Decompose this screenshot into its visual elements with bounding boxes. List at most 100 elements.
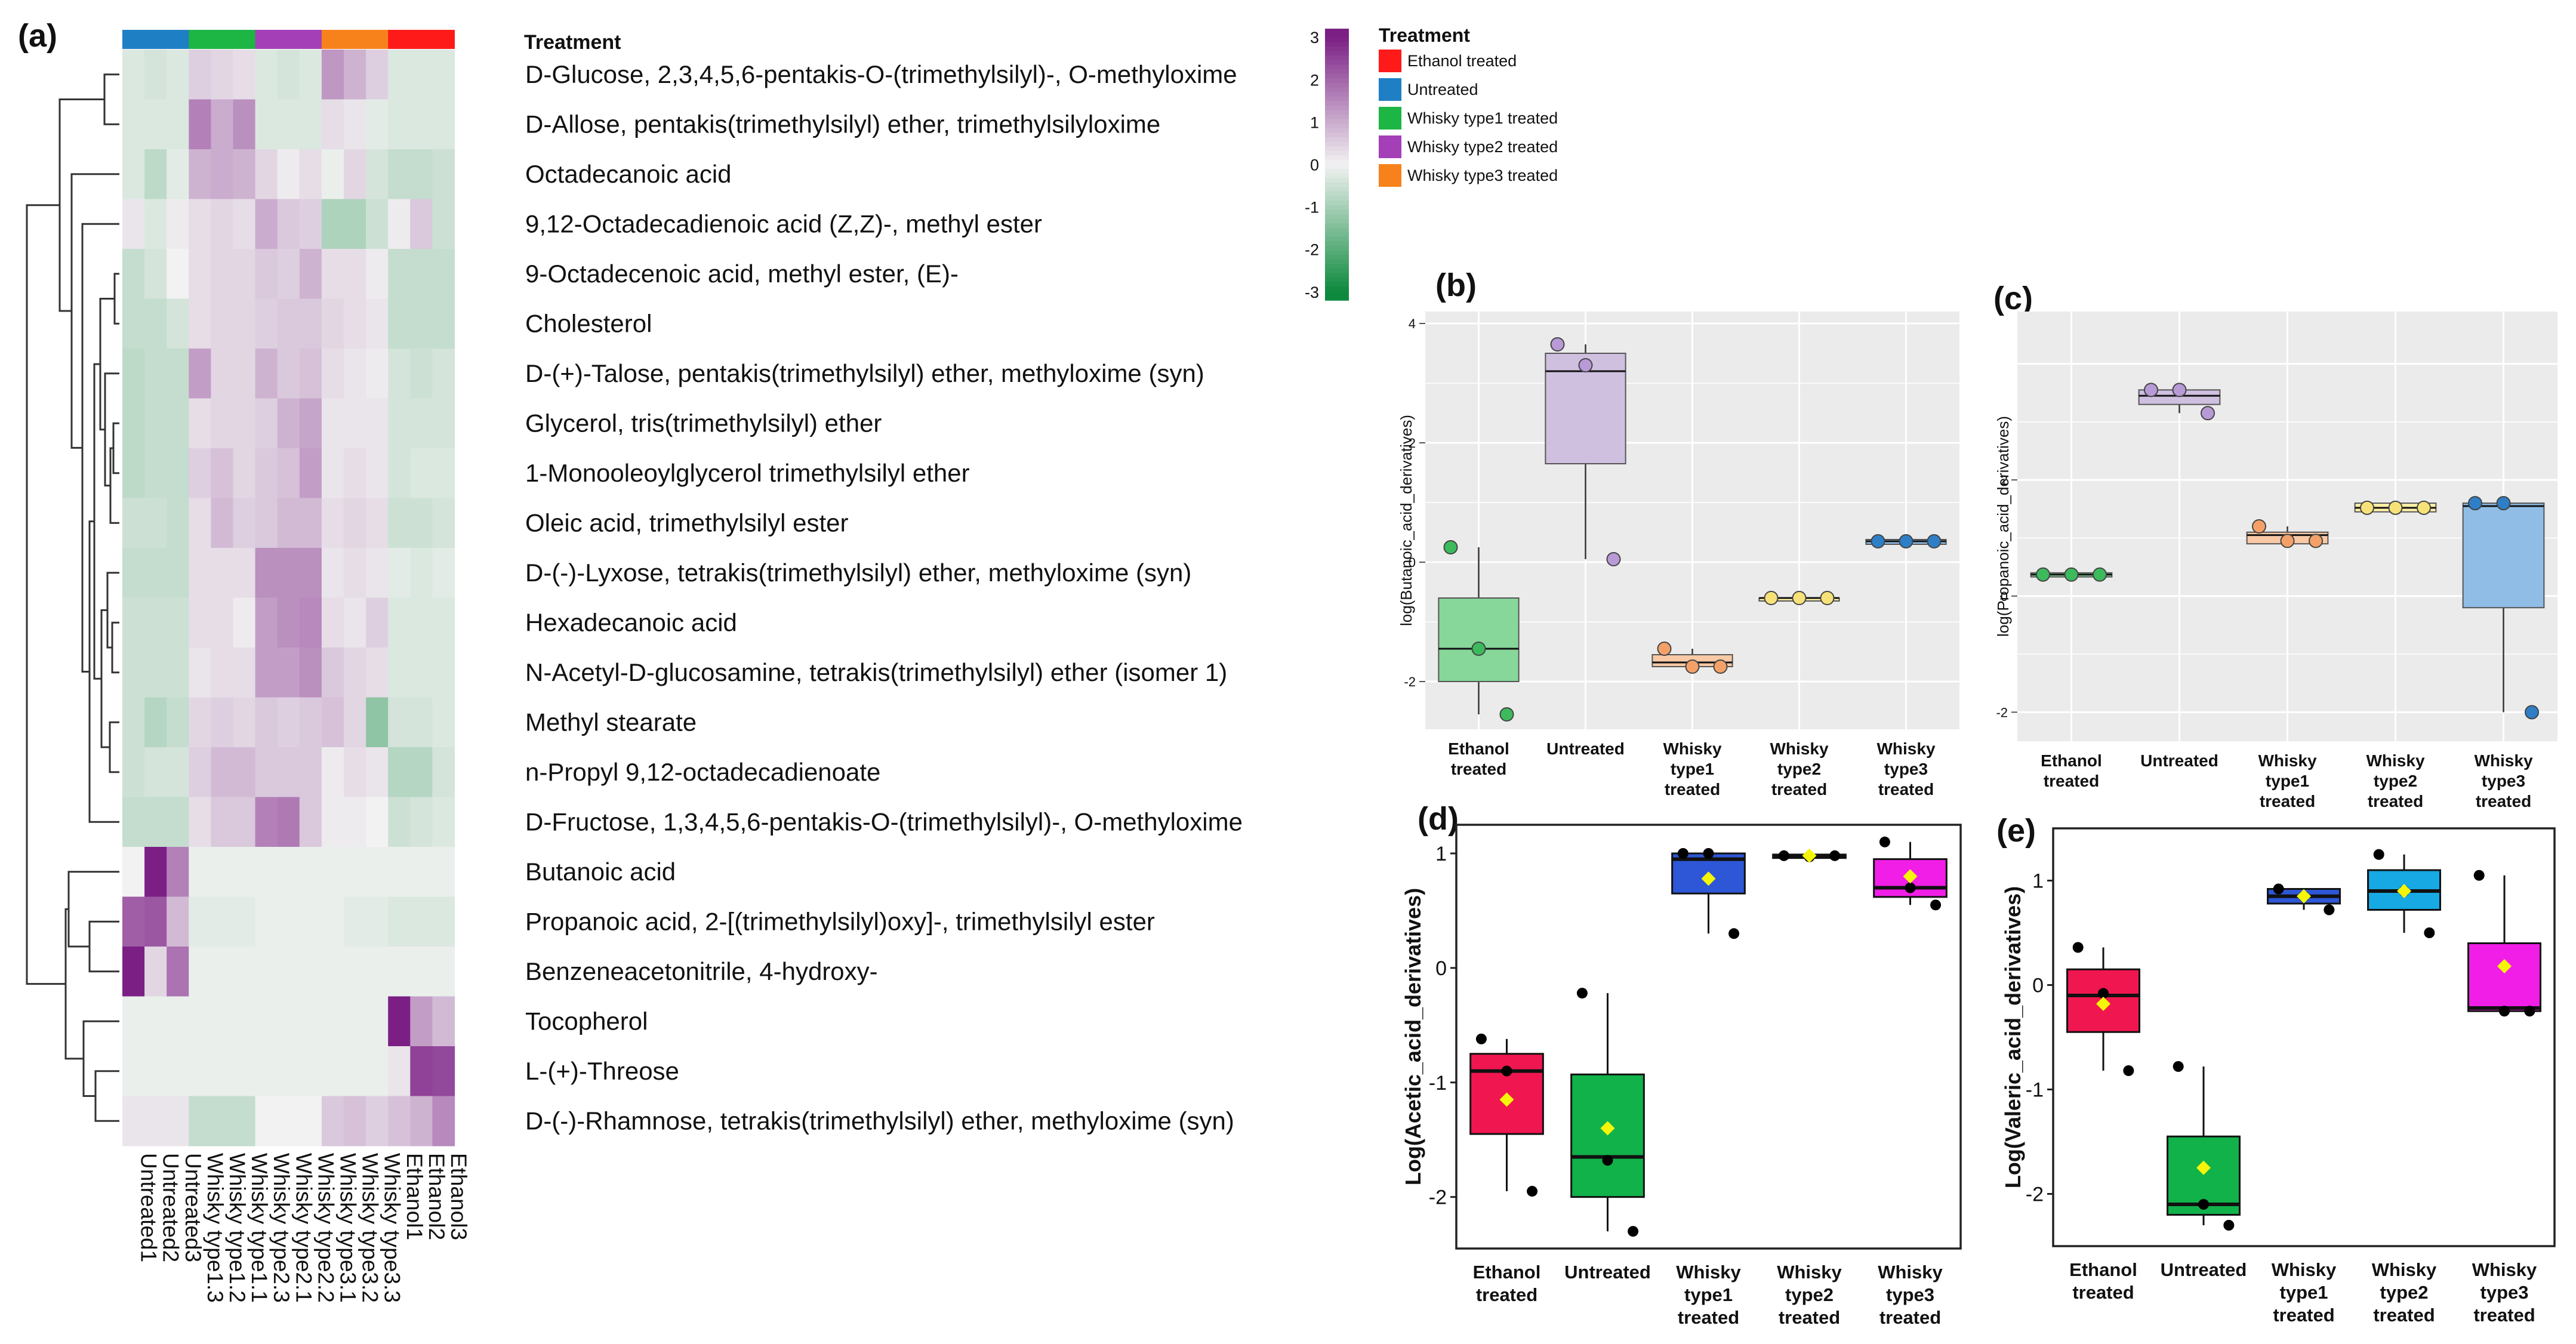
heatmap-cell: [432, 996, 455, 1047]
box: [2467, 942, 2541, 1012]
heatmap-row-label: 9-Octadecenoic acid, methyl ester, (E)-: [525, 260, 959, 288]
data-point: [2123, 1065, 2134, 1076]
heatmap-cell: [388, 149, 411, 200]
heatmap-cell: [321, 797, 344, 847]
data-point: [1728, 928, 1740, 939]
data-point: [2098, 988, 2109, 999]
colorbar-step: [1325, 78, 1349, 84]
annotation-cell-whisky1: [211, 30, 233, 49]
x-category-label: Whisky: [1770, 739, 1828, 758]
heatmap-cell: [410, 249, 433, 300]
heatmap-cell: [144, 249, 167, 300]
x-category-label: type3: [2481, 1282, 2529, 1303]
heatmap-cell: [432, 896, 455, 947]
heatmap-cell: [189, 947, 211, 997]
colorbar-step: [1325, 169, 1349, 174]
heatmap-cell: [410, 797, 433, 847]
heatmap-cell: [344, 996, 366, 1047]
heatmap-cell: [122, 99, 145, 150]
data-point: [1550, 337, 1565, 352]
heatmap-cell: [255, 498, 278, 548]
heatmap-cell: [255, 548, 278, 599]
dendrogram-branch: [26, 204, 66, 985]
colorbar-step: [1325, 236, 1349, 242]
heatmap-cell: [410, 349, 433, 399]
data-point: [2324, 904, 2335, 915]
dendrogram-branch: [99, 298, 115, 431]
x-category-label: Untreated: [1546, 739, 1625, 758]
data-point: [2201, 406, 2216, 421]
heatmap-cell: [299, 448, 322, 499]
heatmap-cell: [299, 398, 322, 449]
x-category-label: treated: [1665, 780, 1720, 799]
colorbar-step: [1325, 164, 1349, 169]
heatmap-cell: [233, 448, 256, 499]
heatmap-cell: [167, 498, 189, 548]
heatmap-cell: [344, 747, 366, 798]
mean-marker: [1802, 848, 1817, 863]
heatmap-cell: [321, 996, 344, 1047]
heatmap-cell: [255, 349, 278, 399]
heatmap-cell: [299, 1096, 322, 1146]
heatmap-cell: [122, 398, 145, 449]
heatmap-cell: [410, 996, 433, 1047]
heatmap-cell: [432, 498, 455, 548]
heatmap-column-label: Whisky type2.3: [269, 1153, 294, 1303]
heatmap-cell: [277, 697, 300, 748]
x-category-label: type1: [1671, 760, 1714, 778]
data-point: [2072, 942, 2084, 953]
heatmap-cell: [255, 996, 278, 1047]
data-point: [2143, 383, 2158, 397]
heatmap-cell: [167, 249, 189, 300]
heatmap-row-label: Cholesterol: [525, 309, 652, 337]
colorbar-step: [1325, 60, 1349, 66]
heatmap-cell: [144, 199, 167, 249]
heatmap-cell: [122, 597, 145, 648]
data-point: [1764, 591, 1779, 605]
heatmap-cell: [299, 99, 322, 150]
colorbar-tick-label: 1: [1310, 113, 1319, 131]
heatmap-cell: [299, 996, 322, 1047]
heatmap-cell: [211, 648, 234, 698]
x-category-label: Whisky: [2258, 751, 2316, 770]
x-category-label: Untreated: [2161, 1259, 2247, 1280]
x-category-label: treated: [2072, 1282, 2134, 1303]
heatmap-cell: [277, 349, 300, 399]
annotation-cell-ethanol: [432, 30, 455, 49]
heatmap-cell: [277, 149, 300, 200]
annotation-cell-untreated: [167, 30, 189, 49]
heatmap-cell: [388, 199, 411, 249]
heatmap-column-label: Ethanol2: [424, 1153, 449, 1240]
heatmap-row-label: n-Propyl 9,12-octadecadienoate: [525, 758, 880, 786]
x-category-label: treated: [1878, 780, 1934, 799]
heatmap-cell: [410, 947, 433, 997]
heatmap-cell: [410, 648, 433, 698]
heatmap-cell: [410, 298, 433, 349]
x-category-label: Whisky: [2372, 1259, 2437, 1280]
heatmap-cell: [233, 199, 256, 249]
colorbar-step: [1325, 268, 1349, 274]
heatmap-cell: [299, 1046, 322, 1097]
heatmap-cell: [233, 747, 256, 798]
heatmap-cell: [144, 349, 167, 399]
colorbar-tick-label: 0: [1310, 156, 1319, 174]
heatmap-cell: [366, 99, 389, 150]
heatmap-cell: [189, 349, 211, 399]
y-tick-label: 0: [1409, 555, 1416, 570]
heatmap-cell: [255, 50, 278, 100]
heatmap-cell: [144, 548, 167, 599]
legend-label: Whisky type2 treated: [1407, 138, 1558, 156]
heatmap-column-label: Whisky type2.2: [313, 1153, 338, 1303]
heatmap-cell: [233, 797, 256, 847]
x-category-label: Whisky: [2366, 751, 2424, 770]
heatmap-cell: [167, 797, 189, 847]
heatmap-cell: [366, 947, 389, 997]
heatmap-cell: [321, 747, 344, 798]
heatmap-column-label: Ethanol1: [402, 1153, 427, 1240]
heatmap-cell: [233, 398, 256, 449]
heatmap-cell: [277, 199, 300, 249]
heatmap-cell: [299, 199, 322, 249]
data-point: [1713, 659, 1728, 674]
colorbar-step: [1325, 187, 1349, 192]
x-category-label: treated: [1451, 760, 1506, 778]
